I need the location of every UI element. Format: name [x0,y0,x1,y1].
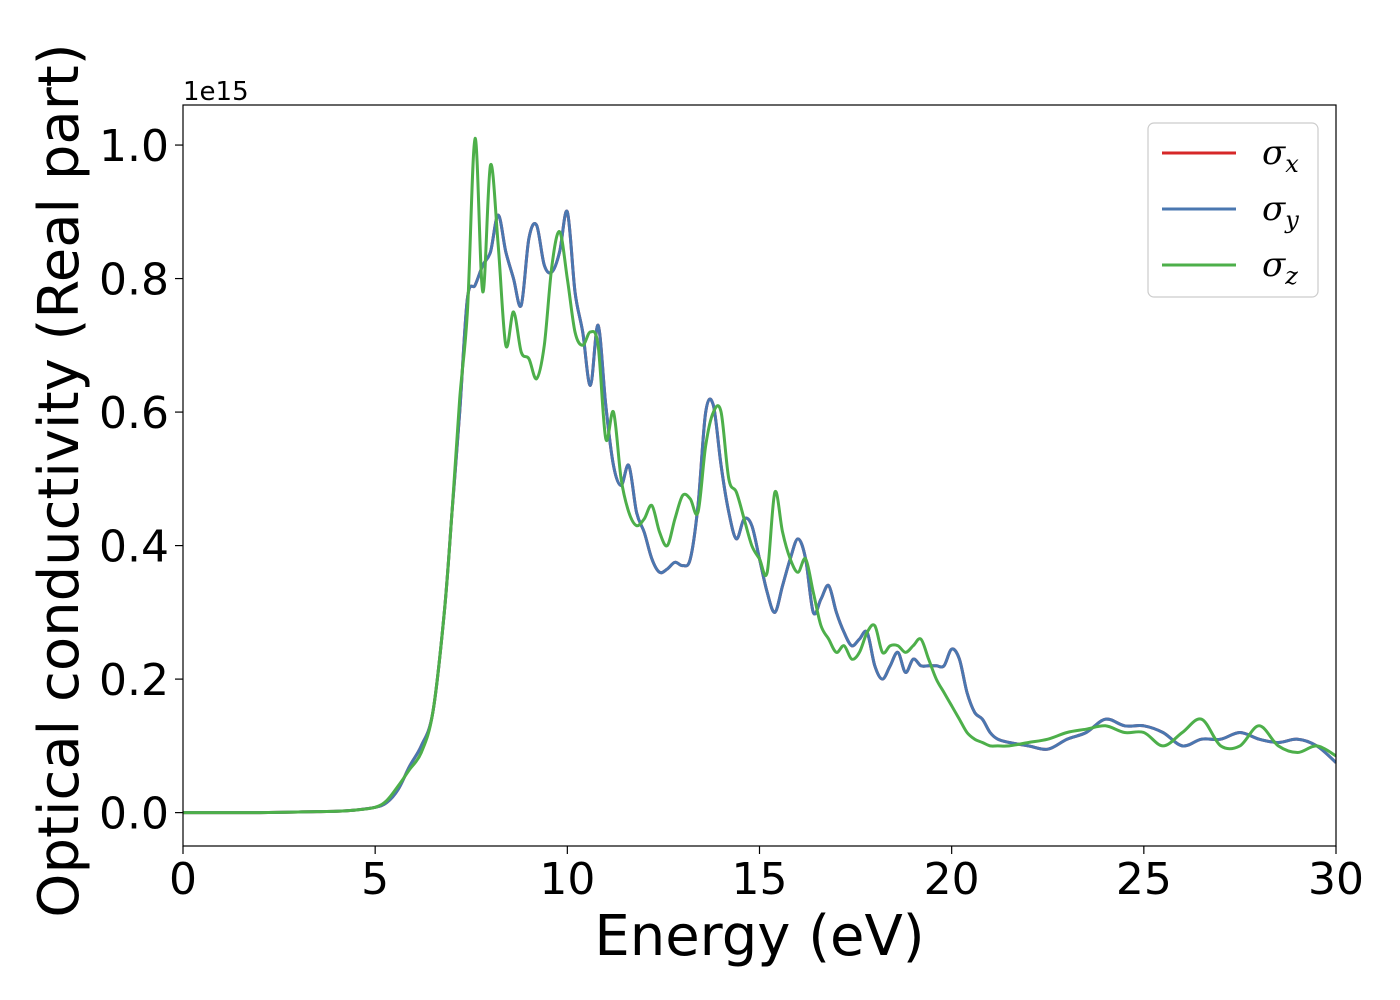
x-axis: 0 5 10 15 20 25 30 [169,846,1364,905]
legend-symbol: σ [1262,133,1286,173]
y-tick-label: 0.8 [99,255,169,306]
y-tick-label: 1.0 [99,121,169,172]
legend-entry-y: σy [1262,189,1299,234]
y-axis-label: Optical conductivity (Real part) [27,43,92,917]
series-line-y [183,209,1336,815]
legend-subscript: y [1284,206,1299,234]
x-tick-label: 30 [1308,854,1364,905]
x-tick-label: 10 [539,854,595,905]
legend-subscript: x [1285,150,1299,178]
y-tick-label: 0.6 [99,388,169,439]
y-tick-label: 0.2 [99,655,169,706]
y-tick-label: 0.4 [99,522,169,573]
x-tick-label: 5 [361,854,389,905]
x-tick-label: 25 [1116,854,1172,905]
legend-subscript: z [1284,262,1298,290]
legend-entry-z: σz [1262,245,1298,290]
x-tick-label: 15 [732,854,788,905]
y-axis: 0.0 0.2 0.4 0.6 0.8 1.0 [99,121,183,840]
x-tick-label: 20 [924,854,980,905]
legend-symbol: σ [1262,189,1286,229]
series-lines [183,136,1336,815]
legend-entry-x: σx [1262,133,1299,178]
legend-symbol: σ [1262,245,1286,285]
series-line-z [183,136,1336,815]
x-tick-label: 0 [169,854,197,905]
y-offset-label: 1e15 [183,77,249,107]
x-axis-label: Energy (eV) [594,904,924,969]
y-tick-label: 0.0 [99,789,169,840]
